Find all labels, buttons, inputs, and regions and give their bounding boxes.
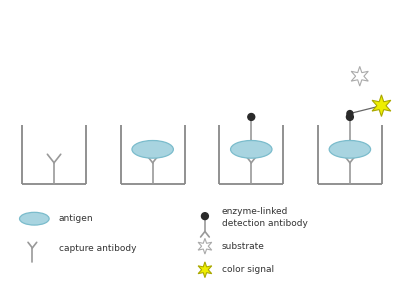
Ellipse shape	[132, 140, 173, 158]
Ellipse shape	[230, 140, 272, 158]
Circle shape	[202, 213, 208, 220]
Polygon shape	[372, 95, 391, 116]
Ellipse shape	[20, 212, 49, 225]
Text: enzyme-linked
detection antibody: enzyme-linked detection antibody	[222, 207, 308, 229]
Text: antigen: antigen	[59, 214, 94, 223]
Text: color signal: color signal	[222, 265, 274, 274]
Polygon shape	[351, 66, 368, 86]
Polygon shape	[198, 262, 212, 278]
Circle shape	[347, 111, 353, 116]
Ellipse shape	[329, 140, 370, 158]
Polygon shape	[198, 238, 212, 254]
Circle shape	[346, 113, 353, 120]
Circle shape	[248, 113, 255, 120]
Text: capture antibody: capture antibody	[59, 244, 136, 253]
Text: substrate: substrate	[222, 242, 264, 251]
